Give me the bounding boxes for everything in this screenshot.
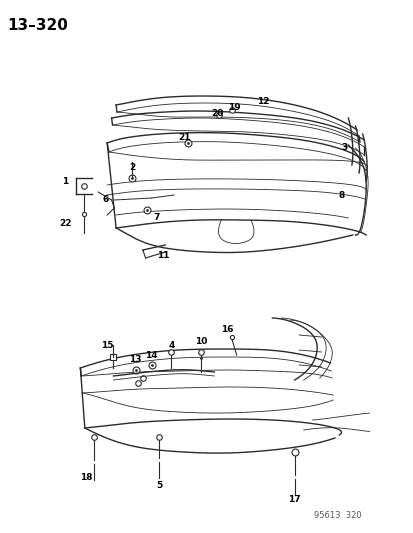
Text: 1: 1 [62,177,68,187]
Text: 21: 21 [178,133,191,142]
Text: 20: 20 [210,109,223,117]
Text: 10: 10 [194,337,206,346]
Text: 15: 15 [101,341,113,350]
Text: 17: 17 [288,496,300,505]
Text: 6: 6 [102,196,108,205]
Text: 12: 12 [256,98,269,107]
Text: 18: 18 [80,472,93,481]
Text: 16: 16 [221,326,233,335]
Text: 13–320: 13–320 [7,18,68,33]
Text: 19: 19 [227,103,240,112]
Text: 4: 4 [168,341,174,350]
Text: 14: 14 [145,351,158,359]
Text: 95613  320: 95613 320 [313,511,361,520]
Text: 5: 5 [155,481,162,489]
Text: 11: 11 [157,251,169,260]
Text: 3: 3 [341,143,347,152]
Text: 8: 8 [337,190,344,199]
Text: 2: 2 [129,163,135,172]
Text: 22: 22 [59,219,71,228]
Text: 13: 13 [129,356,142,365]
Text: 7: 7 [153,213,159,222]
